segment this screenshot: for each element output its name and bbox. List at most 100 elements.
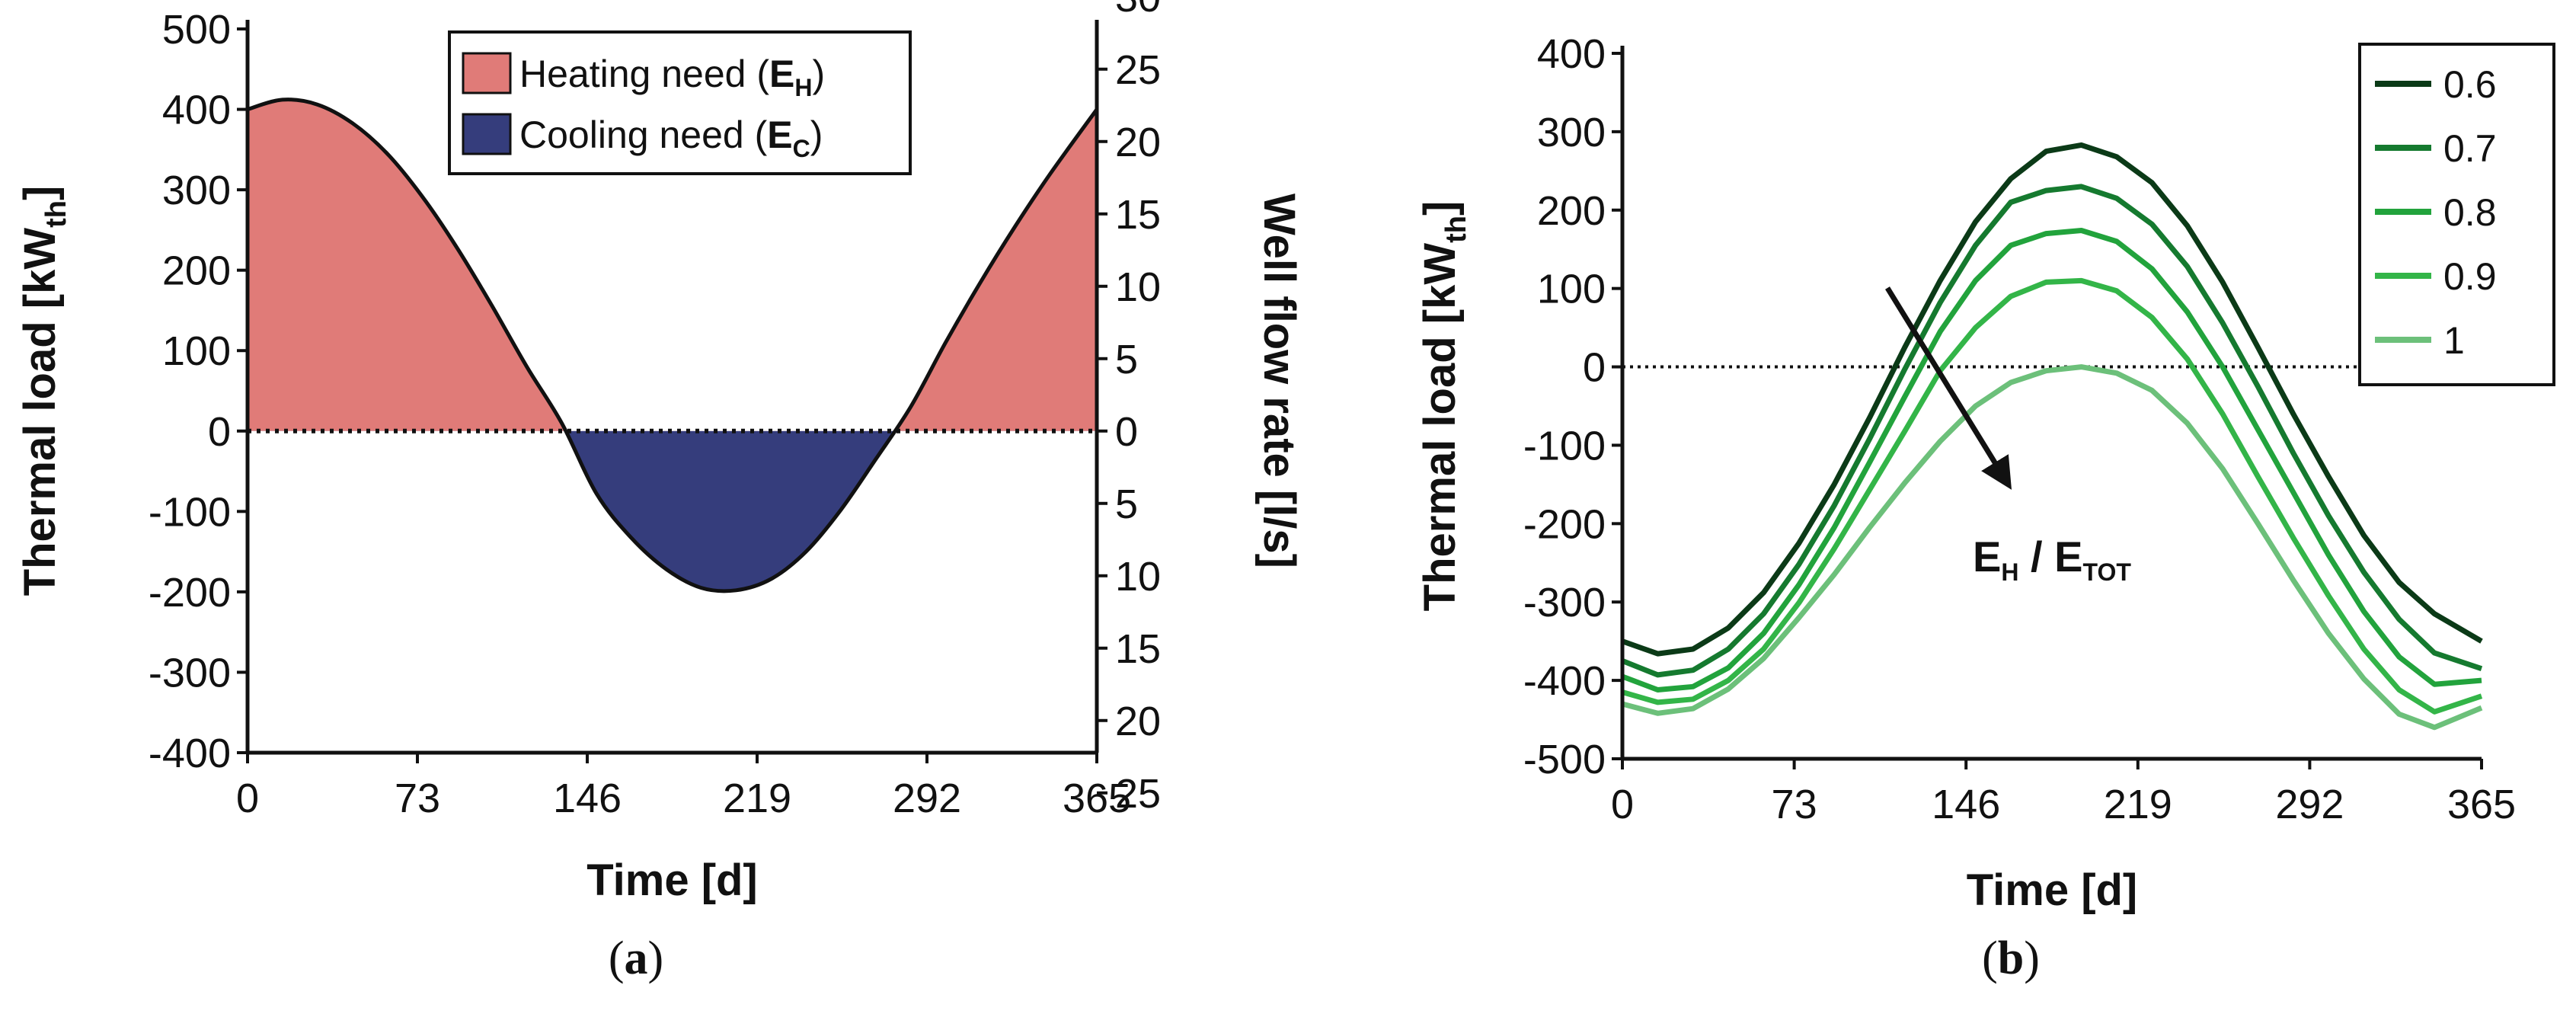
- y-tick-label: 200: [1537, 188, 1606, 234]
- y-tick-label: -400: [149, 731, 231, 776]
- y-tick-label: 100: [162, 328, 231, 374]
- y-tick-label: -200: [1523, 501, 1606, 547]
- panel-label-a-letter: a: [625, 932, 648, 984]
- y-axis-title-end: ]: [15, 186, 65, 200]
- y-tick-label: -400: [1523, 658, 1606, 704]
- y-axis-title: Thermal load [kWth]: [1415, 201, 1472, 612]
- annotation-separator: /: [2018, 533, 2054, 581]
- y2-tick-label: 5: [1115, 481, 1138, 527]
- x-tick-label: 0: [1611, 782, 1634, 827]
- y-tick-label: -200: [149, 570, 231, 616]
- y2-tick-label: 20: [1115, 699, 1161, 744]
- series-line-0-7: [1621, 184, 2483, 678]
- legend-entry-suffix: ): [812, 53, 825, 95]
- heating-need-area: [248, 99, 1097, 431]
- cooling-need-area: [248, 430, 1097, 591]
- x-tick-label: 73: [395, 776, 440, 821]
- y-axis-title-end: ]: [1415, 201, 1465, 216]
- x-tick-label: 0: [236, 776, 259, 821]
- annotation-symbol: E: [1973, 533, 2001, 581]
- thermal-load-line: [247, 98, 1099, 593]
- legend-entry-label: Heating need (EH): [519, 53, 825, 101]
- y-tick-label: 0: [1583, 345, 1606, 391]
- y2-tick-label: 15: [1115, 626, 1161, 672]
- y-tick-label: 400: [162, 88, 231, 133]
- x-tick-label: 73: [1772, 782, 1817, 827]
- y-axis-title-main: Thermal load [kW: [15, 228, 65, 597]
- series-line-0-8: [1621, 228, 2482, 693]
- y-tick-label: -500: [1523, 737, 1606, 782]
- y-tick-label: -100: [1523, 423, 1606, 469]
- y2-tick-label: 25: [1115, 47, 1161, 93]
- legend-a: Heating need (EH)Cooling need (EC): [448, 30, 912, 175]
- y-tick-label: -300: [149, 650, 231, 696]
- series-line-1: [1622, 364, 2483, 731]
- annotation-ratio-label: EH / ETOT: [1973, 533, 2131, 586]
- x-tick-label: 219: [2104, 782, 2172, 827]
- y2-tick-label: 10: [1115, 264, 1161, 310]
- y2-tick-label: 20: [1115, 120, 1161, 165]
- legend-entry-label: 0.8: [2443, 191, 2497, 234]
- y2-tick-label: 25: [1115, 771, 1161, 817]
- y-tick-label: 0: [208, 409, 231, 455]
- panel-label-a-close: ): [648, 932, 664, 984]
- legend-swatch: [462, 52, 512, 94]
- series-line-0-6: [1621, 142, 2483, 657]
- annotation-symbol: E: [2054, 533, 2082, 581]
- y-tick-label: 500: [162, 7, 231, 53]
- annotation-arrow: [1885, 286, 2012, 490]
- legend-entry-sub: H: [794, 74, 812, 101]
- x-tick-label: 292: [2275, 782, 2344, 827]
- legend-box: [448, 30, 912, 175]
- y2-tick-label: 5: [1115, 337, 1138, 382]
- x-tick-label: 146: [553, 776, 622, 821]
- legend-b: 0.6 0.7 0.8 0.9 1: [2358, 43, 2555, 386]
- y-tick-label: 200: [162, 248, 231, 294]
- x-axis-title: Time [d]: [586, 856, 758, 905]
- legend-entry-symbol: E: [767, 114, 792, 156]
- legend-entry-suffix: ): [810, 114, 823, 156]
- panel-label-a-open: (: [609, 932, 625, 984]
- y2-tick-label: 30: [1115, 0, 1161, 21]
- panel-label-b-close: ): [2024, 932, 2040, 984]
- legend-entry-sub: C: [793, 135, 810, 162]
- y-axis-title-sub: th: [1440, 216, 1472, 243]
- y2-tick-label: 0: [1115, 409, 1138, 455]
- x-tick-label: 365: [2447, 782, 2516, 827]
- y-axis-title-main: Thermal load [kW: [1415, 243, 1465, 612]
- x-tick-label: 365: [1063, 776, 1131, 821]
- x-tick-label: 219: [723, 776, 791, 821]
- y2-tick-label: 15: [1115, 192, 1161, 238]
- x-tick-label: 146: [1932, 782, 2000, 827]
- legend-entry-symbol: E: [769, 53, 794, 95]
- y2-axis-title: Well flow rate [l/s]: [1254, 194, 1304, 568]
- y-tick-label: -300: [1523, 580, 1606, 625]
- y-tick-label: -100: [149, 489, 231, 535]
- series-line-0-9: [1622, 277, 2483, 715]
- legend-entry-label: 0.9: [2443, 255, 2497, 298]
- legend-entry-label: 0.7: [2443, 127, 2497, 170]
- annotation-sub-tot: TOT: [2083, 558, 2132, 586]
- panel-label-b-open: (: [1982, 932, 1998, 984]
- legend-entry-prefix: Heating need (: [519, 53, 769, 95]
- x-axis-title: Time [d]: [1967, 865, 2138, 915]
- y-tick-label: 100: [1537, 267, 1606, 312]
- panel-label-b: (b): [1982, 932, 2040, 984]
- y-tick-label: 300: [162, 168, 231, 213]
- panel-label-a: (a): [609, 932, 663, 984]
- panel-label-b-letter: b: [1998, 932, 2024, 984]
- annotation-sub-h: H: [2001, 558, 2018, 586]
- legend-entry-prefix: Cooling need (: [519, 114, 768, 156]
- x-tick-label: 292: [893, 776, 961, 821]
- y-axis-title: Thermal load [kWth]: [15, 186, 72, 597]
- y2-tick-label: 10: [1115, 554, 1161, 600]
- legend-entry-label: Cooling need (EC): [519, 114, 823, 162]
- y-tick-label: 400: [1537, 31, 1606, 77]
- legend-entry-label: 0.6: [2443, 63, 2497, 106]
- y-axis-title-sub: th: [40, 200, 72, 228]
- y-tick-label: 300: [1537, 110, 1606, 155]
- legend-swatch: [462, 113, 512, 155]
